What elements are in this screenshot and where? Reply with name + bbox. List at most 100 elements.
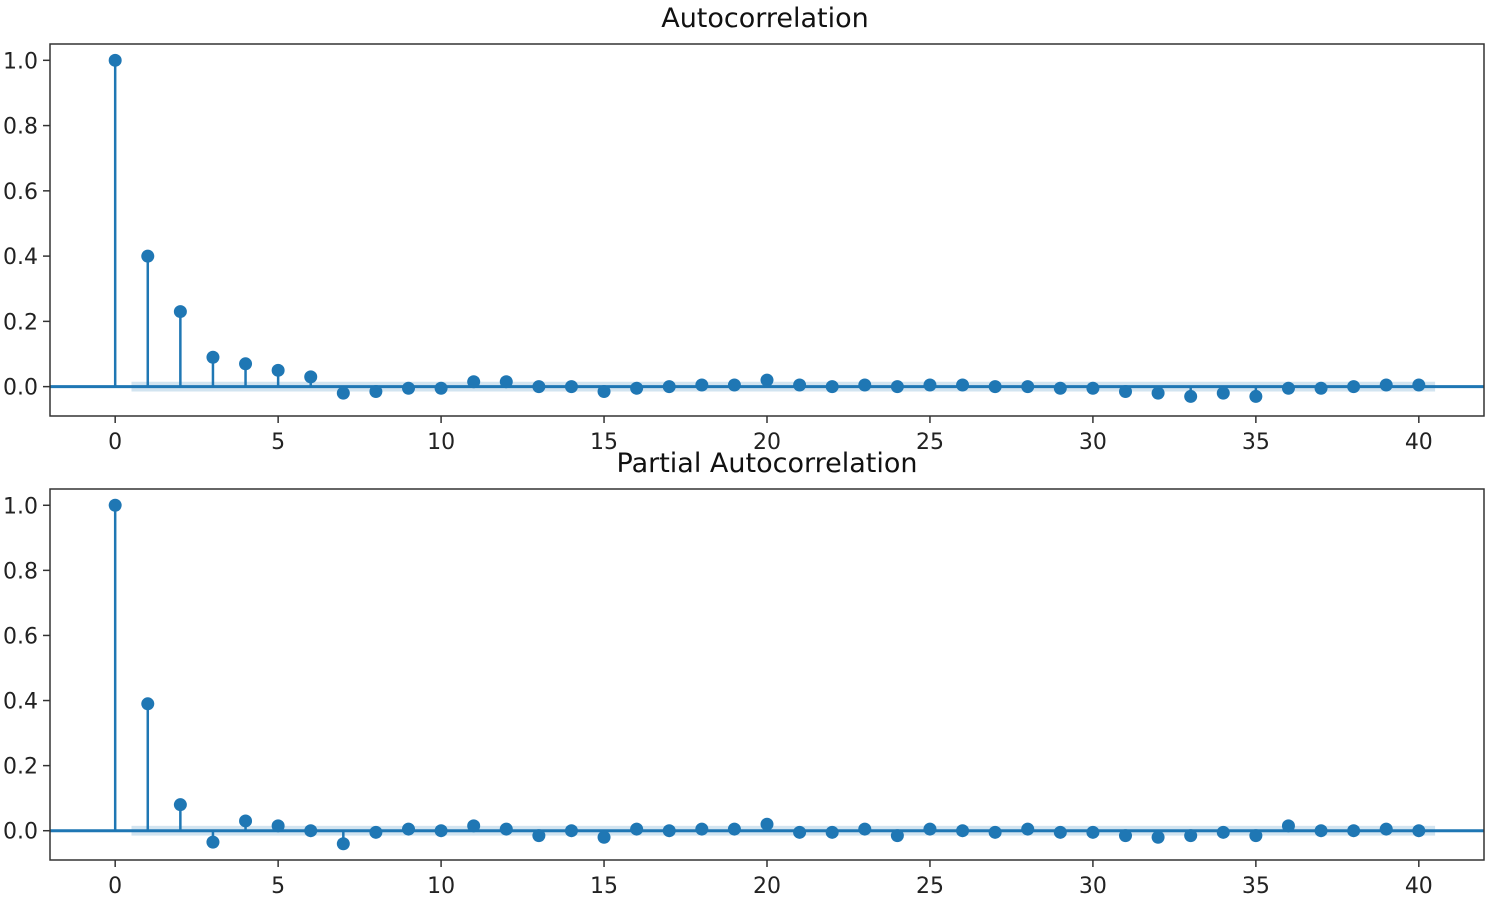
pacf-marker-lag-23 (858, 822, 872, 836)
acf-marker-lag-37 (1314, 381, 1328, 395)
acf-marker-lag-28 (1021, 380, 1035, 394)
acf-marker-lag-9 (402, 381, 415, 395)
pacf-ytick-label-1: 0.2 (3, 755, 38, 780)
acf-ytick-label-2: 0.4 (3, 245, 38, 270)
acf-marker-lag-18 (695, 378, 709, 392)
acf-marker-lag-40 (1412, 378, 1426, 392)
pacf-marker-lag-1 (141, 697, 155, 711)
acf-ytick-label-0: 0.0 (3, 376, 38, 401)
acf-marker-lag-33 (1184, 389, 1198, 403)
pacf-marker-lag-0 (108, 498, 122, 512)
acf-marker-lag-5 (271, 363, 285, 377)
acf-marker-lag-10 (434, 381, 448, 395)
acf-marker-lag-17 (662, 380, 676, 394)
acf-marker-lag-4 (239, 357, 253, 371)
acf-marker-lag-11 (467, 375, 481, 389)
pacf-marker-lag-3 (206, 835, 220, 849)
acf-marker-lag-35 (1249, 389, 1263, 403)
pacf-marker-lag-29 (1053, 825, 1067, 839)
acf-xtick-label-5: 5 (271, 430, 285, 455)
pacf-xtick-label-20: 20 (753, 874, 781, 899)
pacf-marker-lag-33 (1184, 829, 1198, 843)
acf-xtick-label-35: 35 (1242, 430, 1270, 455)
acf-marker-lag-14 (564, 380, 578, 394)
acf-ytick-label-5: 1.0 (3, 49, 38, 74)
acf-marker-lag-38 (1347, 380, 1361, 394)
partial-autocorrelation-panel: 0 5 10 15 20 25 30 35 40 0.0 0.2 0.4 0.6 0.8 1.0 Partia… (3, 448, 1485, 899)
acf-xtick-label-15: 15 (590, 430, 618, 455)
pacf-marker-lag-4 (239, 814, 253, 828)
pacf-marker-lag-11 (467, 819, 481, 833)
acf-xtick-label-0: 0 (108, 430, 122, 455)
acf-marker-lag-21 (793, 378, 807, 392)
pacf-marker-lag-8 (369, 825, 383, 839)
acf-marker-lag-15 (597, 385, 611, 399)
pacf-xtick-label-0: 0 (108, 874, 122, 899)
partial-autocorrelation-title: Partial Autocorrelation (617, 448, 918, 479)
pacf-marker-lag-16 (630, 822, 644, 836)
autocorrelation-panel: 0 5 10 15 20 25 30 35 40 0.0 0.2 0.4 0.6 0.8 1.0 Autoco… (3, 3, 1485, 455)
acf-xtick-label-30: 30 (1079, 430, 1107, 455)
acf-marker-lag-3 (206, 350, 220, 364)
pacf-marker-lag-27 (988, 825, 1002, 839)
acf-marker-lag-1 (141, 249, 155, 263)
pacf-marker-lag-5 (271, 819, 285, 833)
pacf-ytick-label-3: 0.6 (3, 624, 38, 649)
pacf-marker-lag-39 (1379, 822, 1393, 836)
pacf-marker-lag-34 (1216, 825, 1230, 839)
acf-marker-lag-12 (499, 375, 513, 389)
acf-marker-lag-27 (988, 380, 1002, 394)
pacf-xtick-label-40: 40 (1405, 874, 1433, 899)
acf-marker-lag-36 (1281, 381, 1295, 395)
pacf-ytick-label-0: 0.0 (3, 820, 38, 845)
acf-marker-lag-34 (1216, 386, 1230, 400)
pacf-marker-lag-12 (499, 822, 513, 836)
pacf-marker-lag-7 (336, 837, 350, 851)
pacf-xtick-label-25: 25 (916, 874, 944, 899)
pacf-marker-lag-22 (825, 825, 839, 839)
pacf-marker-lag-38 (1347, 824, 1361, 838)
autocorrelation-title: Autocorrelation (661, 3, 869, 34)
pacf-marker-lag-30 (1086, 825, 1100, 839)
acf-marker-lag-31 (1119, 385, 1132, 399)
pacf-marker-lag-35 (1249, 829, 1263, 843)
pacf-axes-frame (49, 488, 1485, 861)
acf-xtick-label-10: 10 (427, 430, 455, 455)
pacf-marker-lag-18 (695, 822, 709, 836)
acf-marker-lag-39 (1379, 378, 1393, 392)
pacf-marker-lag-25 (923, 822, 937, 836)
acf-marker-lag-7 (336, 386, 350, 400)
acf-marker-lag-13 (532, 380, 546, 394)
acf-marker-lag-24 (890, 380, 904, 394)
pacf-marker-lag-40 (1412, 824, 1426, 838)
acf-ytick-label-4: 0.8 (3, 115, 38, 140)
acf-marker-lag-6 (304, 370, 318, 384)
acf-marker-lag-2 (173, 305, 187, 319)
pacf-marker-lag-24 (890, 829, 904, 843)
pacf-marker-lag-26 (956, 824, 970, 838)
pacf-marker-lag-36 (1281, 819, 1295, 833)
pacf-marker-lag-31 (1119, 829, 1132, 843)
acf-xtick-label-20: 20 (753, 430, 781, 455)
acf-marker-lag-30 (1086, 381, 1100, 395)
acf-marker-lag-23 (858, 378, 872, 392)
acf-marker-lag-8 (369, 385, 383, 399)
pacf-xtick-label-35: 35 (1242, 874, 1270, 899)
pacf-marker-lag-37 (1314, 824, 1328, 838)
pacf-marker-lag-9 (402, 822, 415, 836)
pacf-marker-lag-28 (1021, 822, 1035, 836)
pacf-marker-lag-19 (727, 822, 741, 836)
acf-marker-lag-29 (1053, 381, 1067, 395)
acf-marker-lag-20 (760, 373, 774, 387)
pacf-xtick-label-15: 15 (590, 874, 618, 899)
pacf-marker-lag-15 (597, 830, 611, 844)
pacf-xtick-label-10: 10 (427, 874, 455, 899)
acf-marker-lag-0 (108, 53, 122, 67)
pacf-marker-lag-17 (662, 824, 676, 838)
pacf-marker-lag-2 (173, 798, 187, 812)
acf-marker-lag-32 (1151, 386, 1165, 400)
pacf-ytick-label-2: 0.4 (3, 690, 38, 715)
acf-ytick-label-1: 0.2 (3, 310, 38, 335)
pacf-marker-lag-6 (304, 824, 318, 838)
